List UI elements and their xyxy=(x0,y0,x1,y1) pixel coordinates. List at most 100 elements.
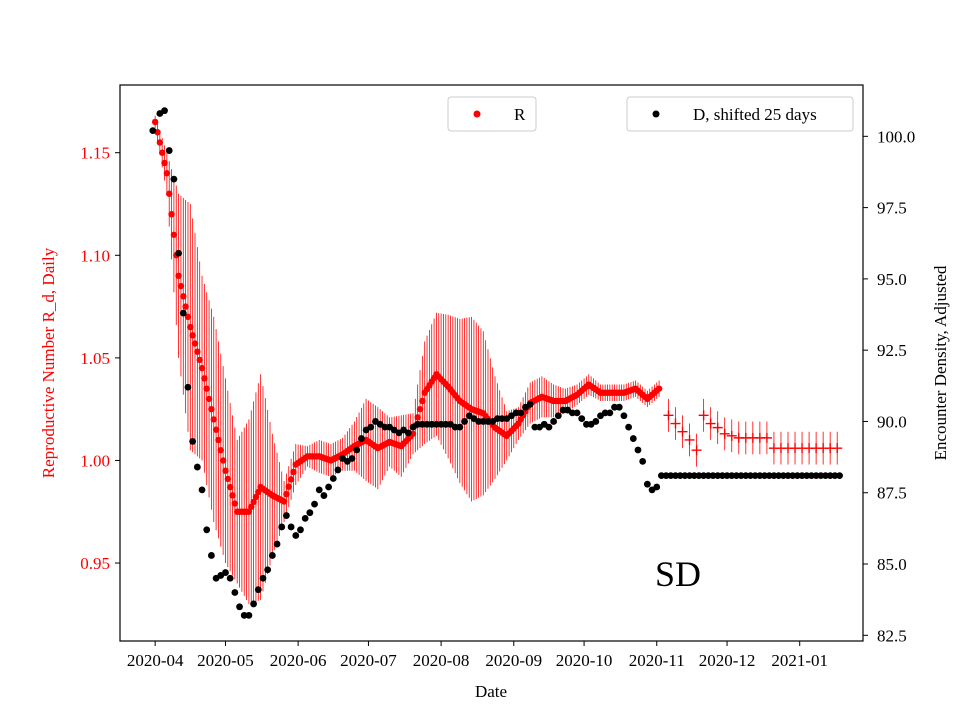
r-point xyxy=(151,118,159,126)
d-point xyxy=(222,569,229,576)
d-point xyxy=(690,472,698,480)
d-point xyxy=(770,472,778,480)
r-cross-marker xyxy=(670,418,681,429)
d-point xyxy=(662,472,670,480)
r-cross-marker xyxy=(832,443,843,454)
right-y-tick-label: 100.0 xyxy=(877,127,915,146)
d-series xyxy=(149,107,843,619)
d-point xyxy=(278,523,286,531)
left-y-tick-label: 0.95 xyxy=(80,554,110,573)
d-point xyxy=(775,472,783,480)
d-point xyxy=(733,472,740,480)
right-y-tick-label: 85.0 xyxy=(877,555,907,574)
d-point xyxy=(320,492,328,499)
d-point xyxy=(812,472,820,480)
r-point xyxy=(194,348,201,355)
r-point xyxy=(231,500,239,507)
d-point xyxy=(414,420,422,428)
right-y-axis-ticks: 82.5 85.0 87.5 90.0 92.5 95.0 97.5 100.0 xyxy=(863,127,915,645)
x-tick-label: 2020-04 xyxy=(127,651,184,670)
r-cross-marker xyxy=(677,426,688,437)
left-y-axis-label: Reproductive Number R_d, Daily xyxy=(39,247,58,478)
d-point xyxy=(817,472,825,480)
d-point xyxy=(756,472,764,480)
r-cross-marker xyxy=(719,428,730,439)
d-point xyxy=(625,423,633,431)
d-point xyxy=(531,423,539,431)
d-point xyxy=(184,383,192,391)
d-point xyxy=(461,418,468,425)
d-point xyxy=(545,423,553,431)
d-point xyxy=(700,472,708,480)
d-point xyxy=(348,455,356,462)
d-point xyxy=(761,472,768,480)
right-y-tick-label: 92.5 xyxy=(877,341,907,360)
right-y-tick-label: 97.5 xyxy=(877,199,907,218)
d-point xyxy=(550,418,558,425)
d-point xyxy=(517,409,525,417)
d-point xyxy=(728,472,736,480)
left-y-axis-ticks: 0.95 1.00 1.05 1.10 1.15 xyxy=(80,144,120,573)
d-point xyxy=(512,409,520,417)
r-point xyxy=(189,332,196,339)
legend-r: R xyxy=(447,96,537,132)
r-point xyxy=(229,492,236,499)
d-point xyxy=(583,420,590,428)
d-point xyxy=(193,463,201,471)
r-point xyxy=(212,426,220,433)
d-point xyxy=(620,412,628,420)
d-point xyxy=(808,472,815,480)
plot-frame xyxy=(119,84,864,642)
x-tick-label: 2020-09 xyxy=(485,651,542,670)
r-cross-marker xyxy=(663,410,674,421)
r-point xyxy=(166,190,173,197)
r-point xyxy=(250,498,257,506)
d-point xyxy=(433,420,440,428)
d-point xyxy=(456,423,464,431)
left-y-tick-label: 1.05 xyxy=(80,349,110,368)
r-cross-marker xyxy=(684,434,695,445)
d-point xyxy=(826,472,834,480)
legend-d: D, shifted 25 days xyxy=(626,96,854,132)
d-point xyxy=(358,435,365,442)
d-point xyxy=(831,472,839,480)
r-series xyxy=(151,118,843,515)
r-point xyxy=(180,293,187,300)
r-cross-marker xyxy=(691,445,702,456)
d-point xyxy=(381,423,389,431)
r-cross-marker xyxy=(698,410,709,421)
d-point xyxy=(268,552,276,559)
d-point xyxy=(793,472,801,480)
r-point xyxy=(203,385,210,392)
d-point xyxy=(418,420,426,428)
d-point xyxy=(695,472,703,480)
r-point xyxy=(201,375,208,382)
r-point xyxy=(290,468,297,476)
d-point xyxy=(329,475,337,482)
d-point xyxy=(479,418,487,425)
d-point xyxy=(306,509,314,517)
d-point xyxy=(789,472,797,480)
r-point xyxy=(170,231,178,238)
d-point xyxy=(751,472,759,480)
r-point xyxy=(205,395,213,403)
d-point xyxy=(423,420,431,428)
d-point xyxy=(264,566,272,574)
d-point xyxy=(175,249,182,257)
d-point xyxy=(718,472,726,480)
d-point xyxy=(784,472,792,480)
r-point xyxy=(283,490,290,498)
d-point xyxy=(273,540,281,548)
r-point xyxy=(419,397,426,405)
d-point xyxy=(742,472,750,480)
d-point xyxy=(714,472,722,480)
x-axis-ticks: 2020-04 2020-05 2020-06 2020-07 2020-08 2020-… xyxy=(127,641,828,670)
d-point xyxy=(484,418,492,425)
legend-d-box xyxy=(626,96,854,132)
d-point xyxy=(493,415,501,422)
d-point xyxy=(667,472,675,480)
d-point xyxy=(245,611,253,619)
d-point xyxy=(301,514,309,522)
r-point xyxy=(217,446,224,454)
